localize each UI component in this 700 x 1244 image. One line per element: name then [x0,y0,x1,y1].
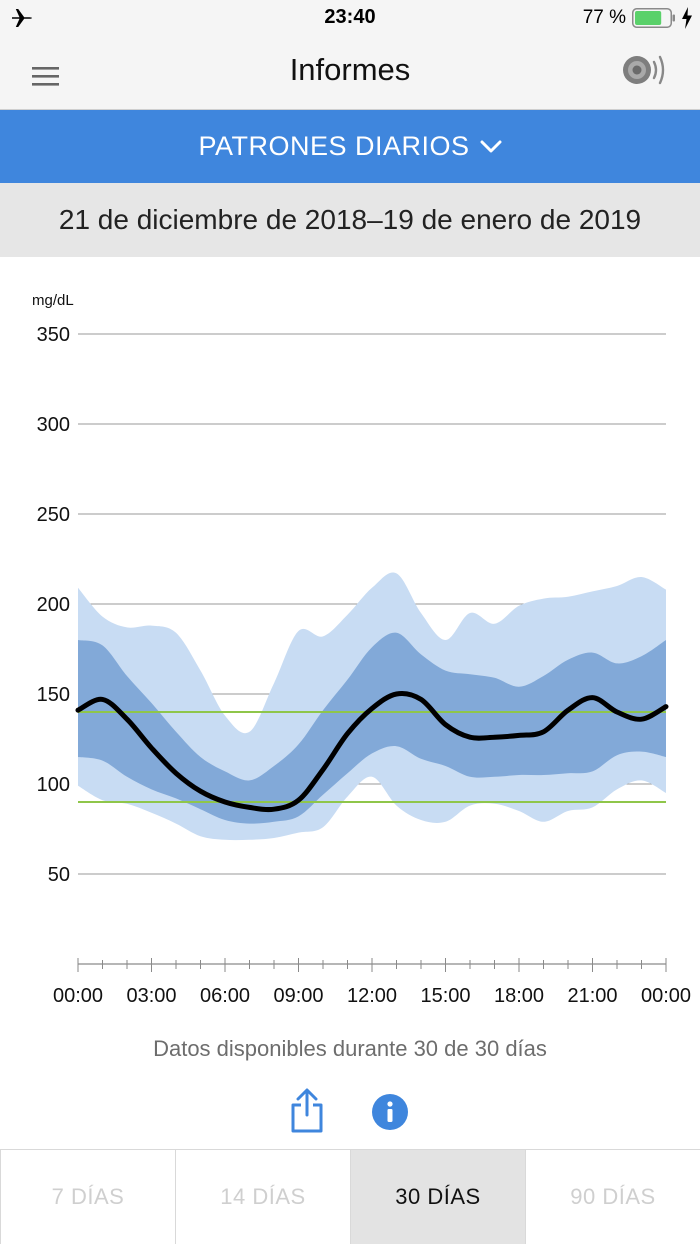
chevron-down-icon [480,140,502,152]
report-type-label: PATRONES DIARIOS [198,131,470,161]
median-line [75,690,669,813]
y-tick-label: 200 [37,594,70,616]
tab-7-days[interactable]: 7 DÍAS [0,1150,175,1244]
date-range-text: 21 de diciembre de 2018–19 de enero de 2… [58,204,642,235]
y-tick-label: 150 [37,684,70,706]
y-tick-label: 350 [37,324,70,346]
x-tick-label: 09:00 [273,985,323,1007]
x-tick-label: 15:00 [420,985,470,1007]
sensor-icon[interactable] [620,50,670,90]
status-time: 23:40 [324,6,376,28]
range-tabs: 7 DÍAS 14 DÍAS 30 DÍAS 90 DÍAS [0,1149,700,1244]
info-icon[interactable] [371,1093,409,1131]
x-tick-label: 03:00 [126,985,176,1007]
inner-percentile-band [78,632,666,824]
y-axis-unit-label: mg/dL [32,292,74,309]
x-tick-label: 06:00 [200,985,250,1007]
y-tick-label: 100 [37,774,70,796]
y-tick-label: 50 [48,864,70,886]
report-type-selector[interactable]: PATRONES DIARIOS [0,110,700,183]
nav-bar: Informes [0,36,700,110]
tab-14-days[interactable]: 14 DÍAS [175,1150,350,1244]
charging-icon [682,7,692,29]
tab-90-days[interactable]: 90 DÍAS [525,1150,700,1244]
battery-percentage: 77 % [582,7,626,28]
status-bar: 23:40 77 % [0,0,700,36]
x-tick-label: 18:00 [494,985,544,1007]
x-tick-label: 12:00 [347,985,397,1007]
date-range: 21 de diciembre de 2018–19 de enero de 2… [0,183,700,257]
x-tick-label: 00:00 [53,985,103,1007]
y-tick-label: 250 [37,504,70,526]
tab-30-days[interactable]: 30 DÍAS [350,1150,525,1244]
data-availability-text: Datos disponibles durante 30 de 30 días [153,1036,547,1061]
y-tick-label: 300 [37,414,70,436]
battery-icon [632,8,675,28]
page-title: Informes [289,52,411,87]
daily-patterns-chart: mg/dL 50 100 150 200 250 300 350 00:00 03:00 06:00… [32,292,691,1007]
menu-icon[interactable] [32,64,60,88]
airplane-icon [12,9,32,27]
x-tick-label: 00:00 [641,985,691,1007]
share-icon[interactable] [288,1088,326,1134]
x-tick-label: 21:00 [567,985,617,1007]
